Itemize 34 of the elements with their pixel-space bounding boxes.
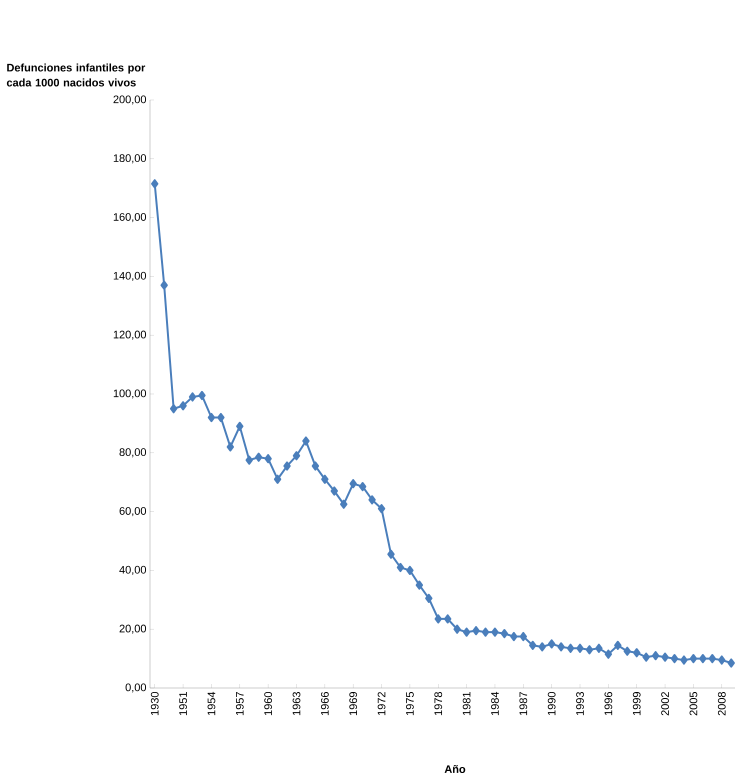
x-tick-label: 1954 xyxy=(208,692,216,716)
x-tick-label: 2005 xyxy=(690,692,698,716)
x-tick-label: 1990 xyxy=(548,692,556,716)
x-tick-label: 1987 xyxy=(519,692,528,716)
y-tick-label: 40,00 xyxy=(119,566,146,575)
x-axis-title: Año xyxy=(444,765,466,774)
x-tick-label: 1996 xyxy=(604,692,612,716)
x-tick-label: 1963 xyxy=(292,692,300,716)
x-tick-label: 1930 xyxy=(150,692,159,716)
y-tick-label: 200,00 xyxy=(114,95,146,105)
x-tick-label: 1984 xyxy=(491,692,499,716)
x-tick-label: 1966 xyxy=(320,692,329,716)
y-tick-label: 0,00 xyxy=(126,683,146,693)
x-tick-label: 1972 xyxy=(378,692,386,716)
y-tick-label: 80,00 xyxy=(120,448,146,458)
x-tick-label: 1960 xyxy=(264,692,272,716)
x-tick-label: 2008 xyxy=(718,692,726,716)
y-tick-label: 100,00 xyxy=(114,389,146,399)
y-axis-title: Defunciones infantiles por cada 1000 nacidos vivos xyxy=(6,63,146,86)
x-tick-label: 1981 xyxy=(462,692,470,716)
x-tick-label: 1951 xyxy=(179,692,187,716)
x-tick-label: 2002 xyxy=(661,692,669,716)
y-tick-label: 120,00 xyxy=(114,330,146,340)
y-tick-label: 180,00 xyxy=(114,154,146,164)
x-tick-label: 1969 xyxy=(349,692,358,716)
y-tick-label: 60,00 xyxy=(120,507,146,516)
x-tick-label: 1999 xyxy=(632,692,641,716)
x-tick-label: 1978 xyxy=(434,692,442,716)
y-tick-label: 20,00 xyxy=(120,624,146,634)
y-tick-label: 140,00 xyxy=(114,272,146,281)
y-tick-label: 160,00 xyxy=(114,213,146,222)
x-tick-label: 1975 xyxy=(406,692,414,716)
x-tick-label: 1993 xyxy=(576,692,584,716)
x-tick-label: 1957 xyxy=(236,692,244,716)
